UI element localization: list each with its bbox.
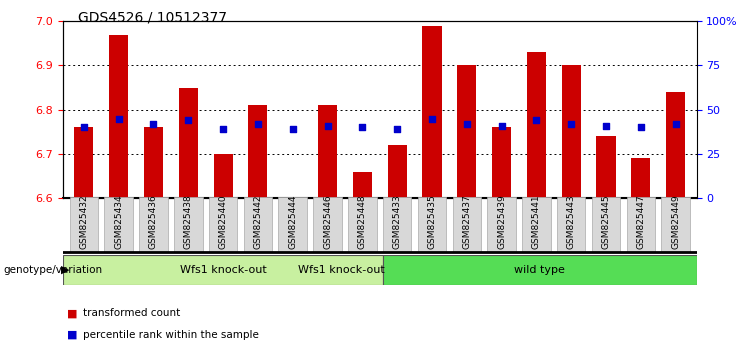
FancyBboxPatch shape	[209, 197, 237, 252]
Text: ▶: ▶	[61, 265, 69, 275]
Text: GSM825444: GSM825444	[288, 195, 297, 249]
FancyBboxPatch shape	[279, 197, 307, 252]
FancyBboxPatch shape	[348, 197, 376, 252]
Text: GSM825440: GSM825440	[219, 194, 227, 249]
Point	[670, 121, 682, 127]
Bar	[213, 154, 233, 198]
Text: GSM825447: GSM825447	[637, 194, 645, 249]
Bar	[562, 65, 581, 198]
Bar	[457, 65, 476, 198]
Bar	[179, 87, 198, 198]
Text: transformed count: transformed count	[83, 308, 180, 318]
FancyBboxPatch shape	[139, 197, 167, 252]
FancyBboxPatch shape	[557, 197, 585, 252]
Text: GSM825439: GSM825439	[497, 194, 506, 249]
Text: GSM825433: GSM825433	[393, 194, 402, 249]
Point	[426, 116, 438, 121]
Text: GSM825436: GSM825436	[149, 194, 158, 249]
FancyBboxPatch shape	[488, 197, 516, 252]
Text: GSM825442: GSM825442	[253, 195, 262, 249]
Text: GSM825438: GSM825438	[184, 194, 193, 249]
Point	[147, 121, 159, 127]
Text: percentile rank within the sample: percentile rank within the sample	[83, 330, 259, 339]
FancyBboxPatch shape	[104, 197, 133, 252]
FancyBboxPatch shape	[522, 197, 551, 252]
Bar	[631, 158, 651, 198]
Point	[322, 123, 333, 129]
Point	[113, 116, 124, 121]
Point	[217, 126, 229, 132]
Text: GSM825437: GSM825437	[462, 194, 471, 249]
Text: GSM825446: GSM825446	[323, 194, 332, 249]
Bar	[74, 127, 93, 198]
Text: GSM825443: GSM825443	[567, 194, 576, 249]
Point	[182, 118, 194, 123]
Text: GDS4526 / 10512377: GDS4526 / 10512377	[78, 11, 227, 25]
FancyBboxPatch shape	[174, 197, 202, 252]
Text: GSM825449: GSM825449	[671, 194, 680, 249]
Text: GSM825448: GSM825448	[358, 194, 367, 249]
FancyBboxPatch shape	[627, 197, 655, 252]
FancyBboxPatch shape	[592, 197, 620, 252]
Bar	[248, 105, 268, 198]
Bar	[527, 52, 546, 198]
Bar	[109, 34, 128, 198]
FancyBboxPatch shape	[313, 197, 342, 252]
Text: GSM825435: GSM825435	[428, 194, 436, 249]
Text: Wfs1 knock-out: Wfs1 knock-out	[298, 265, 385, 275]
Bar	[388, 145, 407, 198]
Bar	[597, 136, 616, 198]
FancyBboxPatch shape	[70, 197, 98, 252]
Bar	[318, 105, 337, 198]
Point	[391, 126, 403, 132]
FancyBboxPatch shape	[63, 255, 383, 285]
Point	[252, 121, 264, 127]
FancyBboxPatch shape	[383, 255, 697, 285]
FancyBboxPatch shape	[418, 197, 446, 252]
Point	[635, 125, 647, 130]
FancyBboxPatch shape	[383, 197, 411, 252]
Bar	[422, 25, 442, 198]
Point	[461, 121, 473, 127]
Point	[287, 126, 299, 132]
Point	[531, 118, 542, 123]
Text: GSM825441: GSM825441	[532, 194, 541, 249]
Bar	[666, 92, 685, 198]
Point	[600, 123, 612, 129]
Point	[78, 125, 90, 130]
FancyBboxPatch shape	[662, 197, 690, 252]
Text: ■: ■	[67, 308, 77, 318]
Text: GSM825432: GSM825432	[79, 194, 88, 249]
Bar	[144, 127, 163, 198]
FancyBboxPatch shape	[453, 197, 481, 252]
Bar	[353, 172, 372, 198]
Point	[565, 121, 577, 127]
Bar	[492, 127, 511, 198]
Text: Wfs1 knock-out: Wfs1 knock-out	[180, 265, 267, 275]
Text: GSM825434: GSM825434	[114, 194, 123, 249]
FancyBboxPatch shape	[244, 197, 272, 252]
Text: genotype/variation: genotype/variation	[4, 265, 103, 275]
Text: GSM825445: GSM825445	[602, 194, 611, 249]
Point	[496, 123, 508, 129]
Point	[356, 125, 368, 130]
Text: ■: ■	[67, 330, 77, 339]
Text: wild type: wild type	[514, 265, 565, 275]
